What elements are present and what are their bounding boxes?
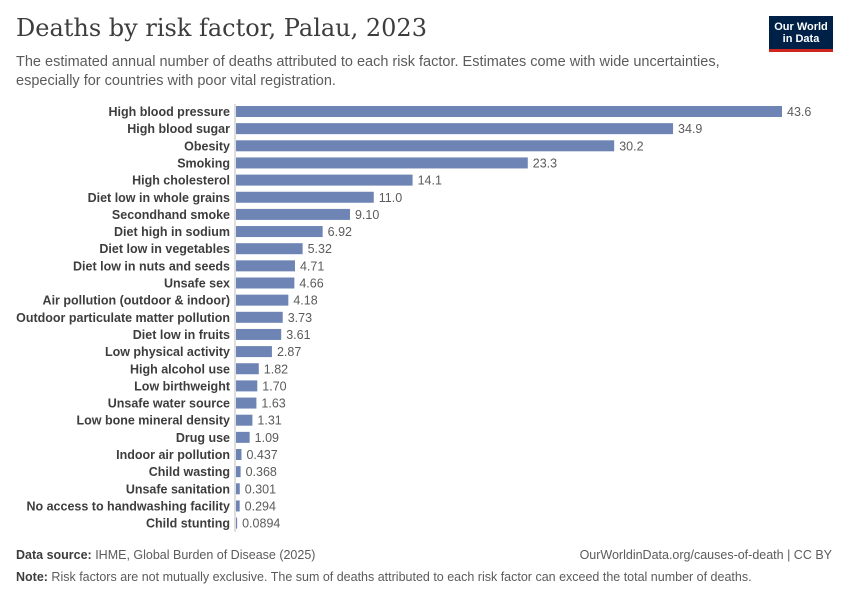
category-label: Diet low in whole grains <box>88 191 230 205</box>
value-label: 2.87 <box>277 345 301 359</box>
value-label: 43.6 <box>787 105 811 119</box>
value-label: 0.0894 <box>242 517 280 531</box>
bar[interactable] <box>236 123 674 135</box>
bar[interactable] <box>236 311 283 323</box>
value-label: 1.31 <box>257 414 281 428</box>
value-label: 4.66 <box>299 277 323 291</box>
value-label: 6.92 <box>328 225 352 239</box>
bar[interactable] <box>236 226 323 238</box>
category-label: Drug use <box>176 431 230 445</box>
category-label: High alcohol use <box>130 362 230 376</box>
data-source-label: Data source: <box>16 548 92 562</box>
bar[interactable] <box>236 157 528 169</box>
category-label: Diet low in nuts and seeds <box>73 259 230 273</box>
category-label: Unsafe sanitation <box>126 482 230 496</box>
value-label: 30.2 <box>619 139 643 153</box>
bar[interactable] <box>236 277 295 289</box>
footnote-label: Note: <box>16 570 48 584</box>
category-label: Obesity <box>184 139 230 153</box>
value-label: 1.70 <box>262 379 286 393</box>
bar[interactable] <box>236 500 240 512</box>
bar[interactable] <box>236 397 257 409</box>
bar[interactable] <box>236 140 615 152</box>
bar[interactable] <box>236 191 374 203</box>
bar[interactable] <box>236 328 282 340</box>
value-label: 1.63 <box>261 397 285 411</box>
category-label: Secondhand smoke <box>112 208 230 222</box>
source-url-link[interactable]: OurWorldinData.org/causes-of-death | CC … <box>579 548 832 562</box>
category-label: Low birthweight <box>134 379 231 393</box>
logo-line-1: Our World <box>774 20 828 33</box>
value-label: 5.32 <box>308 242 332 256</box>
category-label: Child wasting <box>149 465 230 479</box>
chart-title: Deaths by risk factor, Palau, 2023 <box>16 14 427 42</box>
bar[interactable] <box>236 260 295 272</box>
value-label: 1.09 <box>255 431 279 445</box>
bar[interactable] <box>236 294 289 306</box>
bar[interactable] <box>236 517 238 529</box>
value-label: 0.368 <box>246 465 277 479</box>
value-label: 11.0 <box>379 191 402 205</box>
category-label: Diet low in vegetables <box>99 242 230 256</box>
bar[interactable] <box>236 106 782 117</box>
category-label: Diet low in fruits <box>133 328 230 342</box>
bar[interactable] <box>236 363 259 375</box>
category-label: Unsafe sex <box>164 277 230 291</box>
value-label: 1.82 <box>264 362 288 376</box>
footnote-text: Risk factors are not mutually exclusive.… <box>47 570 752 584</box>
category-label: Unsafe water source <box>108 397 230 411</box>
category-label: Indoor air pollution <box>116 448 230 462</box>
category-label: Child stunting <box>146 517 230 531</box>
category-label: High cholesterol <box>132 174 230 188</box>
value-label: 0.294 <box>245 499 276 513</box>
bar[interactable] <box>236 414 253 426</box>
value-label: 4.18 <box>293 294 317 308</box>
value-label: 34.9 <box>678 122 702 136</box>
value-label: 14.1 <box>418 174 442 188</box>
bar[interactable] <box>236 449 242 460</box>
bar[interactable] <box>236 380 258 392</box>
bar[interactable] <box>236 466 241 478</box>
bar[interactable] <box>236 483 240 495</box>
category-label: Low physical activity <box>105 345 230 359</box>
value-label: 0.437 <box>246 448 277 462</box>
bar[interactable] <box>236 346 272 358</box>
value-label: 3.61 <box>286 328 310 342</box>
category-label: Outdoor particulate matter pollution <box>16 311 230 325</box>
value-label: 4.71 <box>300 259 324 273</box>
bar[interactable] <box>236 174 413 186</box>
category-label: Diet high in sodium <box>114 225 230 239</box>
category-label: High blood sugar <box>127 122 230 136</box>
bar[interactable] <box>236 431 250 443</box>
owid-logo[interactable]: Our World in Data <box>769 16 833 52</box>
value-label: 23.3 <box>533 156 557 170</box>
value-label: 0.301 <box>245 482 276 496</box>
category-label: High blood pressure <box>108 105 230 119</box>
category-label: No access to handwashing facility <box>26 499 230 513</box>
footnote: Note: Risk factors are not mutually excl… <box>16 570 752 584</box>
category-label: Air pollution (outdoor & indoor) <box>43 294 230 308</box>
bar[interactable] <box>236 243 303 255</box>
chart-subtitle: The estimated annual number of deaths at… <box>16 54 720 89</box>
value-label: 3.73 <box>288 311 312 325</box>
data-source-text[interactable]: IHME, Global Burden of Disease (2025) <box>91 548 316 562</box>
category-label: Low bone mineral density <box>77 414 231 428</box>
data-source: Data source: IHME, Global Burden of Dise… <box>16 548 315 562</box>
logo-line-2: in Data <box>782 32 820 45</box>
value-label: 9.10 <box>355 208 379 222</box>
category-label: Smoking <box>177 156 230 170</box>
bar[interactable] <box>236 208 350 220</box>
